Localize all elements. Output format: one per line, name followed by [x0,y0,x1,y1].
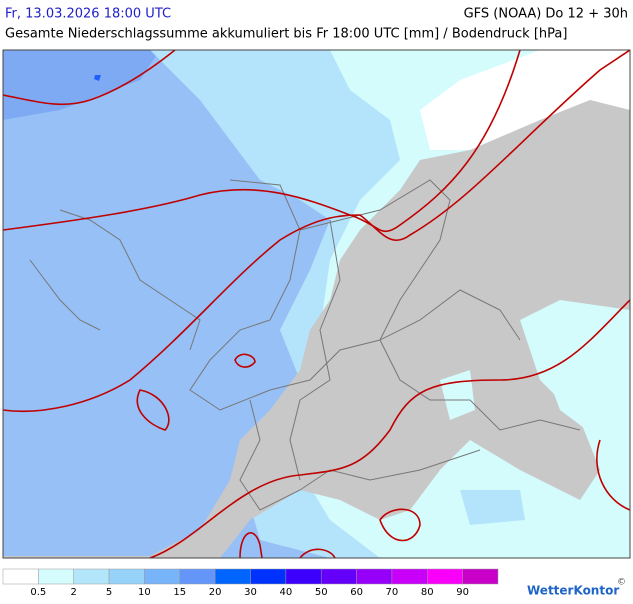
legend-swatch [320,568,357,585]
legend-label: 15 [173,587,186,598]
legend-label: 10 [138,587,151,598]
legend-swatch [2,568,39,585]
legend-swatch [73,568,110,585]
legend-label: 0.5 [30,587,46,598]
legend-swatch [250,568,287,585]
legend-swatch [427,568,463,585]
date-label: Fr, 13.03.2026 18:00 UTC [5,7,171,22]
map [2,49,631,559]
subtitle: Gesamte Niederschlagssumme akkumuliert b… [5,27,567,42]
legend-label: 90 [456,587,469,598]
legend-label: 20 [209,587,222,598]
legend-swatch [108,568,145,585]
model-label: GFS (NOAA) Do 12 + 30h [464,7,628,22]
legend-swatch [356,568,393,585]
copyright: © [617,578,626,588]
legend-label: 5 [106,587,112,598]
legend-label: 2 [71,587,77,598]
legend-swatch [391,568,428,585]
brand-logo: WetterKontor [527,584,619,598]
legend-label: 80 [421,587,434,598]
legend: 0.5 2 5 10 15 20 30 40 50 60 70 80 90 [2,568,499,598]
legend-label: 70 [386,587,399,598]
legend-label: 50 [315,587,328,598]
legend-swatch [285,568,322,585]
legend-swatch [38,568,74,585]
legend-swatch [144,568,181,585]
legend-swatch [462,568,499,585]
legend-swatch [179,568,216,585]
legend-label: 30 [244,587,257,598]
legend-swatch [214,568,251,585]
legend-label: 40 [279,587,292,598]
legend-label: 60 [350,587,363,598]
